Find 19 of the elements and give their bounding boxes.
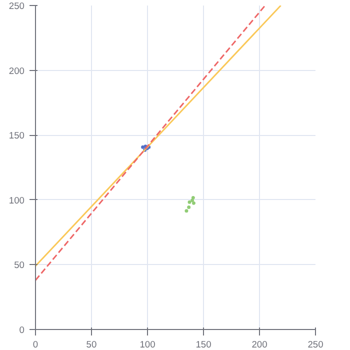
x-tick-label: 0 <box>32 340 38 350</box>
point <box>187 206 191 210</box>
point <box>191 196 195 200</box>
x-tick-label: 150 <box>196 340 212 350</box>
y-tick-label: 150 <box>8 130 25 141</box>
y-tick-label: 250 <box>8 1 25 11</box>
x-tick-label: 250 <box>308 340 324 350</box>
point <box>184 209 188 213</box>
y-tick-label: 50 <box>14 260 25 270</box>
y-tick-label: 0 <box>19 325 25 335</box>
x-tick-label: 50 <box>86 340 97 350</box>
point <box>190 198 194 202</box>
y-tick-label: 100 <box>8 195 25 206</box>
point <box>141 145 145 149</box>
x-tick-label: 200 <box>252 340 268 350</box>
y-tick-label: 200 <box>8 66 25 76</box>
x-tick-label: 100 <box>140 340 156 350</box>
point <box>188 200 192 204</box>
point <box>192 201 196 205</box>
